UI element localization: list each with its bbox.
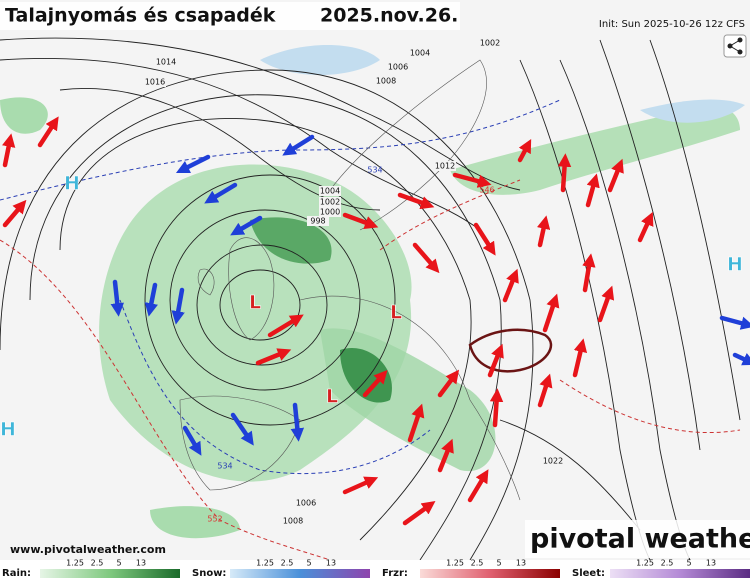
legend-tick: 1.25 — [446, 559, 464, 568]
label-background — [375, 76, 397, 86]
legend-tick: 5 — [306, 559, 311, 568]
isobar-label: 1012 — [435, 162, 455, 171]
label-background — [434, 161, 456, 171]
label-background — [387, 62, 409, 72]
isobar-label: 1002 — [320, 198, 340, 207]
thickness-label: 546 — [479, 186, 494, 195]
thickness-label: 552 — [207, 515, 222, 524]
legend-tick: 13 — [136, 559, 146, 568]
legend-tick: 1.25 — [256, 559, 274, 568]
pressure-center: L — [249, 292, 261, 314]
legend-colorbar — [610, 569, 750, 578]
legend-tick: 5 — [686, 559, 691, 568]
isobar-label: 1004 — [320, 187, 340, 196]
legend-colorbar — [420, 569, 560, 578]
title-background — [0, 2, 460, 30]
logo-background — [525, 520, 750, 558]
label-background — [282, 516, 304, 526]
thickness-label: 534 — [217, 462, 232, 471]
logo: pivotal weather — [530, 524, 750, 555]
legend-tick: 1.25 — [66, 559, 84, 568]
isobar-label: 1000 — [320, 208, 340, 217]
isobar-label: 998 — [310, 217, 325, 226]
wind-arrows — [2, 116, 750, 526]
pressure-center: L — [326, 386, 338, 408]
label-background — [319, 207, 341, 217]
label-background — [319, 186, 341, 196]
legend-tick: 2.5 — [471, 559, 484, 568]
label-background — [144, 77, 166, 87]
coastlines — [179, 59, 553, 501]
isobar-label: 1006 — [296, 499, 316, 508]
legend-label: Rain: — [2, 568, 31, 579]
legend-tick: 13 — [516, 559, 526, 568]
map-labels: 1014101610041002100610081012100410021000… — [0, 38, 743, 526]
legend-label: Frzr: — [382, 568, 408, 579]
legend-tick: 5 — [496, 559, 501, 568]
pressure-center: L — [390, 302, 402, 324]
legend-colorbar — [230, 569, 370, 578]
label-background — [295, 498, 317, 508]
label-background — [319, 197, 341, 207]
label-background — [307, 216, 329, 226]
legend: Rain: 1.25 2.5 5 13 Snow: 1.25 2.5 5 13 Frzr: 1.25 2… — [2, 559, 750, 579]
legend-tick: 5 — [116, 559, 121, 568]
isobar-label: 1008 — [376, 77, 396, 86]
label-background — [409, 48, 431, 58]
label-background — [155, 57, 177, 67]
legend-label: Sleet: — [572, 568, 605, 579]
legend-tick: 2.5 — [281, 559, 294, 568]
site-url: www.pivotalweather.com — [10, 543, 166, 556]
legend-tick: 2.5 — [91, 559, 104, 568]
label-background — [542, 456, 564, 466]
legend-label: Snow: — [192, 568, 226, 579]
precipitation-areas — [0, 45, 745, 539]
init-info: Init: Sun 2025-10-26 12z CFS — [599, 19, 745, 30]
pressure-center: H — [64, 173, 80, 195]
isobar-label: 1006 — [388, 63, 408, 72]
isobar-label: 1022 — [543, 457, 563, 466]
legend-tick: 13 — [326, 559, 336, 568]
isobar-label: 1004 — [410, 49, 430, 58]
legend-background — [0, 560, 750, 579]
legend-tick: 1.25 — [636, 559, 654, 568]
pressure-center: H — [727, 254, 743, 276]
isobar-label: 1016 — [145, 78, 165, 87]
isobars — [0, 37, 741, 561]
share-button[interactable] — [723, 34, 747, 58]
legend-tick: 13 — [706, 559, 716, 568]
map-title: Talajnyomás és csapadék — [5, 5, 276, 27]
thickness-label: 534 — [367, 166, 382, 175]
isobar-label: 1008 — [283, 517, 303, 526]
isobar-label: 1002 — [480, 39, 500, 48]
label-background — [479, 38, 501, 48]
pressure-center: H — [0, 419, 16, 441]
isobar-label: 1014 — [156, 58, 176, 67]
legend-tick: 2.5 — [661, 559, 674, 568]
hungary-outline — [468, 328, 553, 373]
legend-colorbar — [40, 569, 180, 578]
map-date: 2025.nov.26. — [320, 5, 458, 27]
